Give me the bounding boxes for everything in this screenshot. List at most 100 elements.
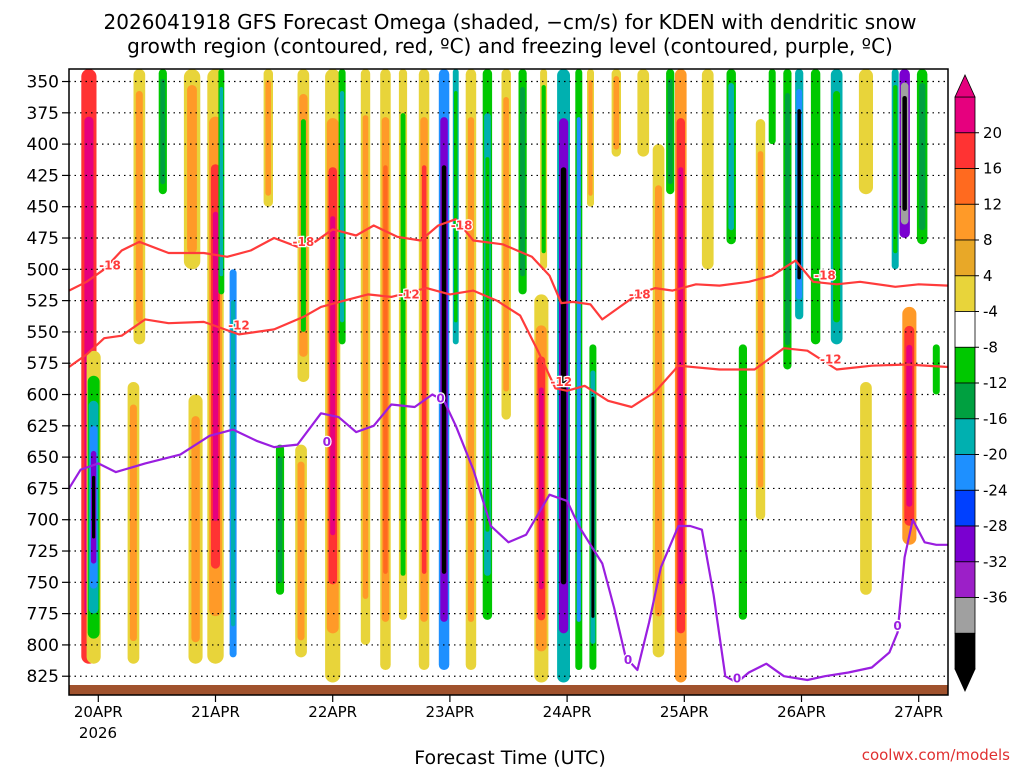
contour-label-3: -18 xyxy=(629,287,651,301)
colorbar-swatch-0 xyxy=(954,96,976,134)
y-tick-label-350: 350 xyxy=(27,73,59,93)
y-tick-label-375: 375 xyxy=(27,104,59,124)
omega-band-48-2 xyxy=(902,96,907,211)
omega-band-15-1 xyxy=(340,91,345,323)
colorbar-label-0: 20 xyxy=(983,124,1002,142)
y-tick-label-425: 425 xyxy=(27,166,59,186)
omega-band-37-0 xyxy=(701,69,714,270)
colorbar-label-1: 16 xyxy=(983,160,1002,178)
omega-band-42-1 xyxy=(785,93,790,346)
omega-band-22-1 xyxy=(467,117,475,622)
y-tick-label-550: 550 xyxy=(27,323,59,343)
omega-band-25-1 xyxy=(520,87,525,277)
chart-title-line-2: growth region (contoured, red, ºC) and f… xyxy=(127,34,893,58)
omega-band-38-1 xyxy=(728,83,734,231)
y-tick-label-400: 400 xyxy=(27,135,59,155)
y-tick-label-800: 800 xyxy=(27,636,59,656)
omega-band-19-2 xyxy=(421,165,427,574)
colorbar-label-6: -8 xyxy=(983,338,998,356)
omega-band-8-1 xyxy=(219,87,224,277)
x-tick-label-26APR: 26APR xyxy=(777,703,826,721)
y-tick-label-475: 475 xyxy=(27,229,59,249)
contour-label-9: 0 xyxy=(323,435,331,449)
colorbar-label-13: -36 xyxy=(983,589,1008,607)
omega-band-1-5 xyxy=(92,475,96,539)
colorbar-top-arrow xyxy=(954,74,976,98)
omega-band-43-2 xyxy=(797,109,801,280)
contour-label-12: 0 xyxy=(733,672,741,686)
colorbar: 20 16 12 8 4 -4 -8 -12 -16 -20 -24 -28 -32 -36 xyxy=(954,74,1008,692)
omega-band-24-1 xyxy=(503,97,509,392)
colorbar-label-3: 8 xyxy=(983,231,993,249)
omega-band-9-1 xyxy=(231,300,236,627)
contour-freezing-level xyxy=(69,393,948,684)
y-tick-label-825: 825 xyxy=(27,667,59,687)
omega-band-34-1 xyxy=(655,185,662,617)
omega-band-51-0 xyxy=(860,382,872,595)
omega-band-16-1 xyxy=(362,115,369,599)
omega-band-14-3 xyxy=(330,216,336,536)
watermark: coolwx.com/models xyxy=(862,746,1010,764)
omega-band-41-0 xyxy=(768,69,776,145)
contour-dgz-upper xyxy=(69,218,948,321)
colorbar-swatch-15 xyxy=(954,632,976,670)
y-tick-label-750: 750 xyxy=(27,573,59,593)
omega-band-3-1 xyxy=(129,404,137,642)
omega-band-45-1 xyxy=(833,91,841,323)
omega-band-2-1 xyxy=(135,91,143,323)
omega-band-33-0 xyxy=(637,69,650,157)
colorbar-label-7: -12 xyxy=(983,374,1008,392)
omega-band-18-1 xyxy=(400,113,406,576)
omega-band-17-2 xyxy=(383,165,388,574)
colorbar-swatch-1 xyxy=(954,132,976,170)
colorbar-label-8: -16 xyxy=(983,410,1008,428)
colorbar-swatch-14 xyxy=(954,597,976,634)
gridlines xyxy=(69,80,948,677)
y-tick-label-675: 675 xyxy=(27,479,59,499)
omega-band-46-0 xyxy=(858,69,873,195)
omega-band-10-1 xyxy=(265,80,271,196)
contour-label-2: -18 xyxy=(451,219,473,233)
colorbar-swatch-12 xyxy=(954,525,976,563)
contour-label-13: 0 xyxy=(893,619,901,633)
omega-band-5-1 xyxy=(187,85,197,254)
plot-frame xyxy=(68,68,949,696)
x-tick-label-23APR: 23APR xyxy=(425,703,474,721)
y-tick-label-700: 700 xyxy=(27,511,59,531)
colorbar-bottom-arrow xyxy=(954,668,976,692)
omega-band-20-2 xyxy=(441,165,447,574)
y-tick-label-650: 650 xyxy=(27,448,59,468)
colorbar-swatch-7 xyxy=(954,346,976,384)
x-tick-label-25APR: 25APR xyxy=(660,703,709,721)
contour-label-11: 0 xyxy=(624,653,632,667)
colorbar-swatch-11 xyxy=(954,489,976,527)
y-tick-label-500: 500 xyxy=(27,260,59,280)
x-tick-label-21APR: 21APR xyxy=(191,703,240,721)
omega-band-44-0 xyxy=(810,69,821,345)
colorbar-swatch-2 xyxy=(954,168,976,205)
colorbar-swatch-9 xyxy=(954,418,976,455)
y-axis: 350 375 400 425 450 475 500 525 550 575 600 625 650 6… xyxy=(27,73,69,687)
contour-label-4: -18 xyxy=(814,269,836,283)
y-tick-label-625: 625 xyxy=(27,417,59,437)
omega-band-35-1 xyxy=(667,79,673,185)
y-tick-label-725: 725 xyxy=(27,542,59,562)
colorbar-swatch-8 xyxy=(954,382,976,420)
x-axis-year: 2026 xyxy=(79,724,117,742)
y-tick-label-450: 450 xyxy=(27,198,59,218)
colorbar-swatch-13 xyxy=(954,561,976,598)
omega-band-31-1 xyxy=(588,80,593,196)
omega-band-32-1 xyxy=(613,76,620,150)
colorbar-swatch-10 xyxy=(954,454,976,491)
x-tick-label-22APR: 22APR xyxy=(308,703,357,721)
omega-band-50-2 xyxy=(906,344,913,507)
omega-band-29-1 xyxy=(576,117,581,622)
contour-label-0: -18 xyxy=(99,259,121,273)
colorbar-label-10: -24 xyxy=(983,481,1008,499)
omega-band-36-2 xyxy=(678,167,684,585)
contours: -18 -18 -18 -18 -18 -12 -12 -12 -12 0 0 0 0 0 xyxy=(69,217,948,687)
omega-band-47-1 xyxy=(893,85,898,254)
omega-band-52-0 xyxy=(932,344,940,395)
contour-label-5: -12 xyxy=(228,319,250,333)
